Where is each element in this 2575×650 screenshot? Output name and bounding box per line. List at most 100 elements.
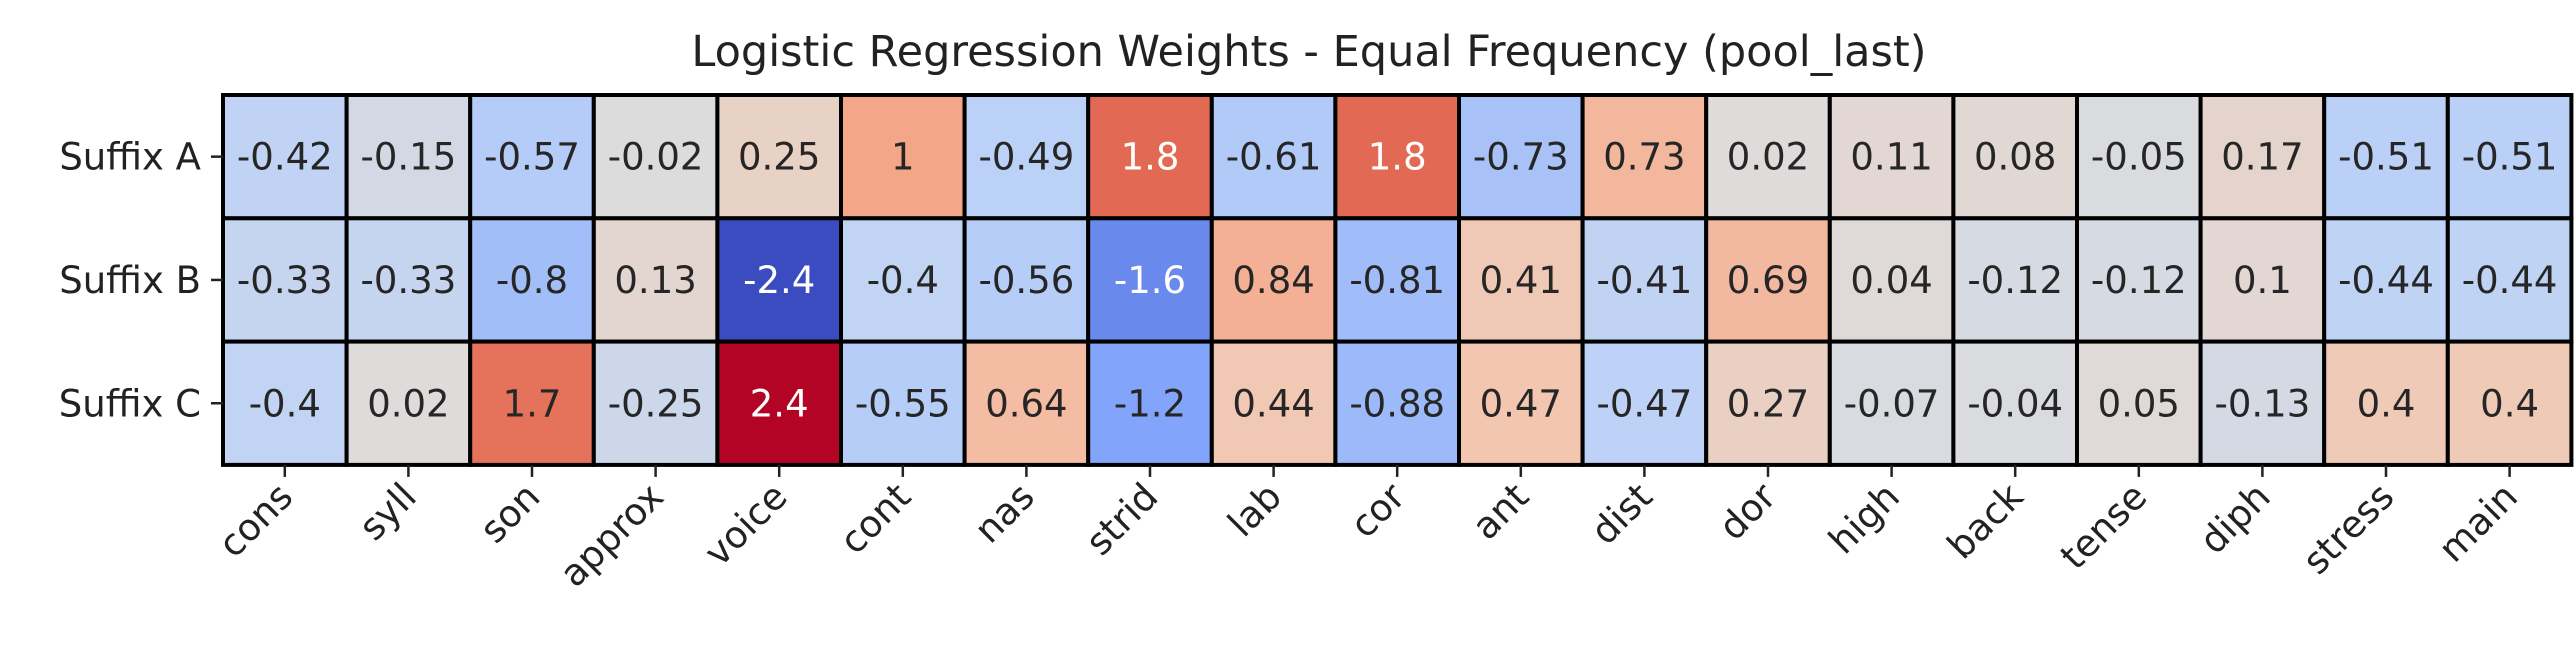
cell-value-label: -0.44 [2462, 259, 2558, 302]
cell-value-label: -1.6 [1114, 259, 1186, 302]
cell-value-label: 0.04 [1850, 259, 1932, 302]
column-label: approx [551, 475, 672, 596]
heatmap-cell [2198, 93, 2327, 221]
cell-value-label: -0.07 [1844, 382, 1940, 425]
heatmap-cell [1827, 93, 1956, 221]
cell-value-label: 1.8 [1368, 136, 1427, 179]
cell-value-label: -0.13 [2215, 382, 2311, 425]
cell-value-label: 0.64 [985, 382, 1067, 425]
cell-value-label: 0.05 [2098, 382, 2180, 425]
heatmap-cell [2075, 339, 2203, 467]
column-label: cor [1342, 474, 1414, 546]
heatmap-cells: -0.42 -0.15 -0.57 -0.02 0.25 1 -0.49 1.8 -0.61 1.… [221, 93, 2574, 467]
heatmap-cell [468, 216, 596, 344]
row-labels: Suffix A Suffix B Suffix C [59, 136, 223, 425]
heatmap-cell [1209, 339, 1338, 467]
cell-value-label: -0.33 [237, 259, 333, 302]
heatmap-cell [1951, 339, 2080, 467]
cell-value-label: 0.4 [2480, 382, 2539, 425]
cell-value-label: -0.88 [1349, 382, 1445, 425]
heatmap-cell [1333, 339, 1462, 467]
heatmap-cell [1457, 339, 1585, 467]
column-label: cont [832, 475, 920, 563]
heatmap-cell [962, 339, 1091, 467]
column-label: voice [696, 475, 796, 575]
row-label: Suffix C [59, 382, 201, 425]
heatmap-cell [839, 93, 967, 221]
column-label: main [2430, 475, 2526, 571]
cell-value-label: 0.69 [1727, 259, 1809, 302]
cell-value-label: 0.17 [2221, 136, 2303, 179]
column-label: tense [2052, 475, 2155, 578]
column-label: back [1939, 474, 2032, 567]
row-label: Suffix A [59, 136, 201, 179]
heatmap-cell [344, 216, 473, 344]
heatmap-cell [2445, 93, 2574, 221]
cell-value-label: 0.4 [2357, 382, 2416, 425]
cell-value-label: -0.8 [496, 259, 568, 302]
cell-value-label: -0.55 [855, 382, 951, 425]
cell-value-label: -0.33 [361, 259, 457, 302]
heatmap-cell [2322, 339, 2450, 467]
column-label: dor [1711, 474, 1785, 548]
heatmap-cell [1580, 339, 1709, 467]
cell-value-label: 1.8 [1121, 136, 1180, 179]
heatmap-cell [2198, 216, 2327, 344]
heatmap-cell [591, 339, 720, 467]
row-label: Suffix B [59, 259, 201, 302]
column-label: cons [210, 475, 301, 566]
column-label: strid [1077, 475, 1166, 564]
cell-value-label: 0.47 [1480, 382, 1562, 425]
cell-value-label: -0.04 [1967, 382, 2063, 425]
cell-value-label: 0.11 [1850, 136, 1932, 179]
cell-value-label: 0.08 [1974, 136, 2056, 179]
cell-value-label: -0.41 [1597, 259, 1693, 302]
cell-value-label: 0.25 [738, 136, 820, 179]
heatmap-cell [221, 216, 349, 344]
cell-value-label: 2.4 [750, 382, 809, 425]
cell-value-label: -0.15 [361, 136, 457, 179]
cell-value-label: -0.56 [979, 259, 1075, 302]
cell-value-label: 1.7 [503, 382, 562, 425]
cell-value-label: -0.51 [2462, 136, 2558, 179]
cell-value-label: -2.4 [743, 259, 815, 302]
cell-value-label: -0.51 [2338, 136, 2434, 179]
cell-value-label: 0.1 [2233, 259, 2292, 302]
column-label: stress [2295, 475, 2403, 583]
column-labels: cons syll son approx voice cont nas strid lab cor… [210, 464, 2526, 596]
heatmap-cell [1704, 339, 1832, 467]
cell-value-label: -0.25 [608, 382, 704, 425]
cell-value-label: 0.27 [1727, 382, 1809, 425]
cell-value-label: -0.47 [1597, 382, 1693, 425]
column-label: high [1821, 475, 1908, 562]
heatmap-cell [2075, 93, 2203, 221]
heatmap-cell [1580, 216, 1709, 344]
heatmap-cell [1333, 93, 1462, 221]
cell-value-label: -0.4 [249, 382, 321, 425]
cell-value-label: -0.73 [1473, 136, 1569, 179]
cell-value-label: -0.44 [2338, 259, 2434, 302]
cell-value-label: -0.12 [2091, 259, 2187, 302]
cell-value-label: 0.02 [1727, 136, 1809, 179]
cell-value-label: 0.84 [1232, 259, 1314, 302]
cell-value-label: -0.42 [237, 136, 333, 179]
cell-value-label: 0.13 [614, 259, 696, 302]
column-label: syll [351, 475, 425, 549]
cell-value-label: -1.2 [1114, 382, 1186, 425]
cell-value-label: -0.05 [2091, 136, 2187, 179]
column-label: ant [1464, 475, 1537, 548]
heatmap-cell [2198, 339, 2327, 467]
column-label: nas [966, 475, 1043, 552]
column-label: diph [2191, 475, 2278, 562]
cell-value-label: 0.41 [1480, 259, 1562, 302]
cell-value-label: 1 [891, 136, 915, 179]
chart-title: Logistic Regression Weights - Equal Freq… [691, 27, 1926, 77]
cell-value-label: -0.02 [608, 136, 704, 179]
heatmap-cell [2322, 216, 2450, 344]
heatmap-cell [591, 216, 720, 344]
cell-value-label: -0.61 [1226, 136, 1322, 179]
heatmap-cell [1086, 216, 1214, 344]
cell-value-label: 0.02 [367, 382, 449, 425]
cell-value-label: -0.57 [484, 136, 580, 179]
